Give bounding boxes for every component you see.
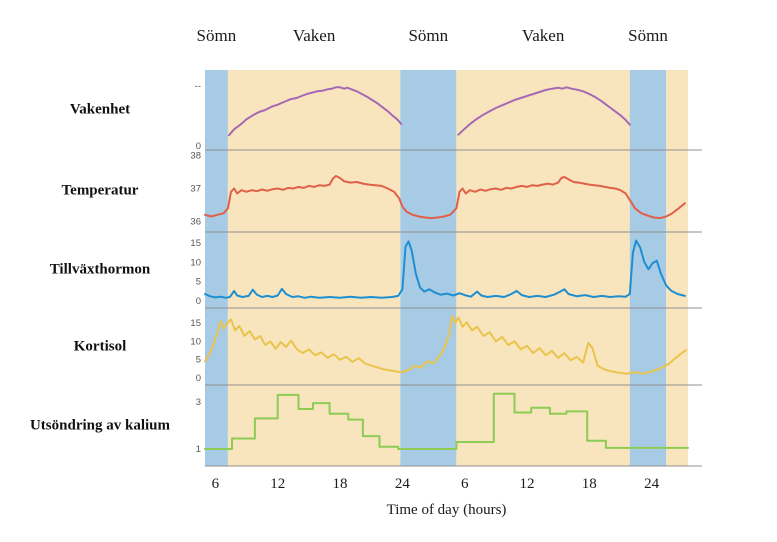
panel-label-kalium: Utsöndring av kalium: [29, 417, 171, 433]
y-tick-label: 0: [196, 141, 201, 152]
vakenhet-line: [227, 86, 403, 137]
y-tick-label: 1: [196, 444, 201, 455]
y-tick-label: 5: [196, 277, 201, 288]
kalium-line: [204, 392, 689, 450]
panel-label-temperatur: Temperatur: [61, 182, 139, 199]
y-tick-label: 38: [190, 151, 201, 162]
temperatur-line: [204, 175, 686, 220]
phase-label-vaken: Vaken: [521, 26, 565, 45]
x-tick-label: 12: [270, 476, 286, 492]
kortisol-line: [204, 314, 687, 375]
y-tick-label: 0: [196, 373, 201, 384]
y-tick-label: 3: [196, 397, 201, 408]
y-tick-label: 0: [196, 296, 201, 307]
tillvaxthormon-line: [204, 239, 686, 299]
vakenhet-line: [457, 86, 631, 136]
y-tick-label: 10: [190, 257, 201, 268]
phase-label-somn: Sömn: [408, 26, 449, 45]
y-tick-label: 15: [190, 238, 201, 249]
y-tick-label: --: [195, 81, 201, 92]
x-tick-label: 6: [211, 476, 220, 492]
x-tick-label: 24: [394, 476, 410, 492]
wake-band: [227, 70, 401, 466]
y-tick-label: 36: [190, 216, 201, 227]
phase-label-somn: Sömn: [628, 26, 668, 45]
y-tick-label: 10: [190, 336, 201, 347]
x-tick-label: 6: [460, 476, 469, 492]
y-tick-label: 15: [190, 318, 201, 329]
x-tick-label: 18: [332, 476, 348, 492]
y-tick-label: 5: [196, 355, 201, 366]
y-tick-label: 37: [190, 184, 201, 195]
wake-band: [666, 70, 688, 466]
sleep-band: [205, 70, 228, 466]
wake-band: [456, 70, 630, 466]
phase-label-somn: Sömn: [196, 26, 237, 45]
x-tick-label: 24: [644, 476, 660, 492]
phase-label-vaken: Vaken: [292, 26, 336, 45]
x-axis-title: Time of day (hours): [386, 502, 507, 518]
x-tick-label: 12: [519, 476, 535, 492]
panel-label-vakenhet: Vakenhet: [69, 101, 131, 118]
sleep-band: [400, 70, 457, 466]
panel-label-kortisol: Kortisol: [73, 338, 127, 354]
x-tick-label: 18: [581, 476, 597, 492]
panel-label-tillvaxthormon: Tillväxthormon: [49, 261, 151, 278]
